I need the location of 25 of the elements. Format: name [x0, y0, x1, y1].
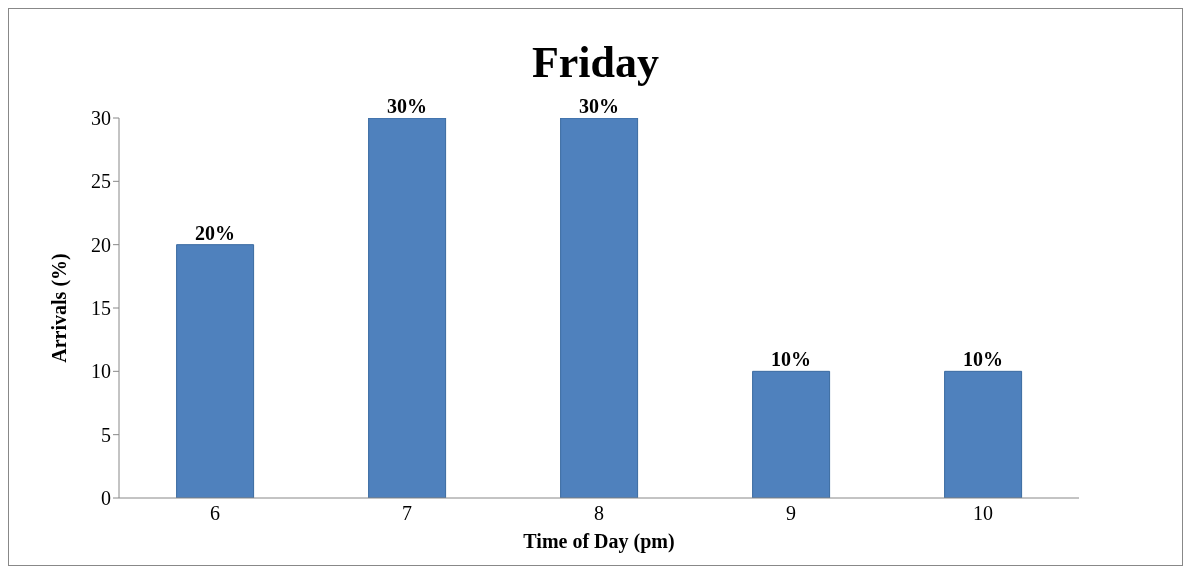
chart-title: Friday [530, 37, 661, 88]
y-tick-label: 25 [91, 170, 111, 193]
x-tick-label: 10 [973, 502, 993, 525]
data-label: 10% [963, 348, 1004, 371]
x-tick-label: 6 [210, 502, 220, 525]
y-tick-label: 20 [91, 233, 111, 256]
bar [176, 244, 255, 498]
x-tick-label: 7 [402, 502, 412, 525]
x-tick-label: 8 [594, 502, 604, 525]
y-tick-label: 0 [101, 487, 111, 510]
x-axis-title: Time of Day (pm) [523, 530, 675, 553]
data-label: 30% [579, 95, 620, 117]
y-tick-label: 15 [91, 297, 111, 320]
bar [560, 118, 639, 498]
y-tick-label: 10 [91, 360, 111, 383]
y-tick-label: 30 [91, 107, 111, 130]
y-axis-title: Arrivals (%) [48, 253, 72, 363]
bar [368, 118, 447, 498]
bar [752, 370, 831, 498]
y-tick-label: 5 [101, 423, 111, 446]
x-tick-label: 9 [786, 502, 796, 525]
data-label: 10% [771, 348, 812, 371]
data-label: 20% [195, 221, 236, 244]
bar [944, 370, 1023, 498]
data-label: 30% [387, 95, 428, 117]
